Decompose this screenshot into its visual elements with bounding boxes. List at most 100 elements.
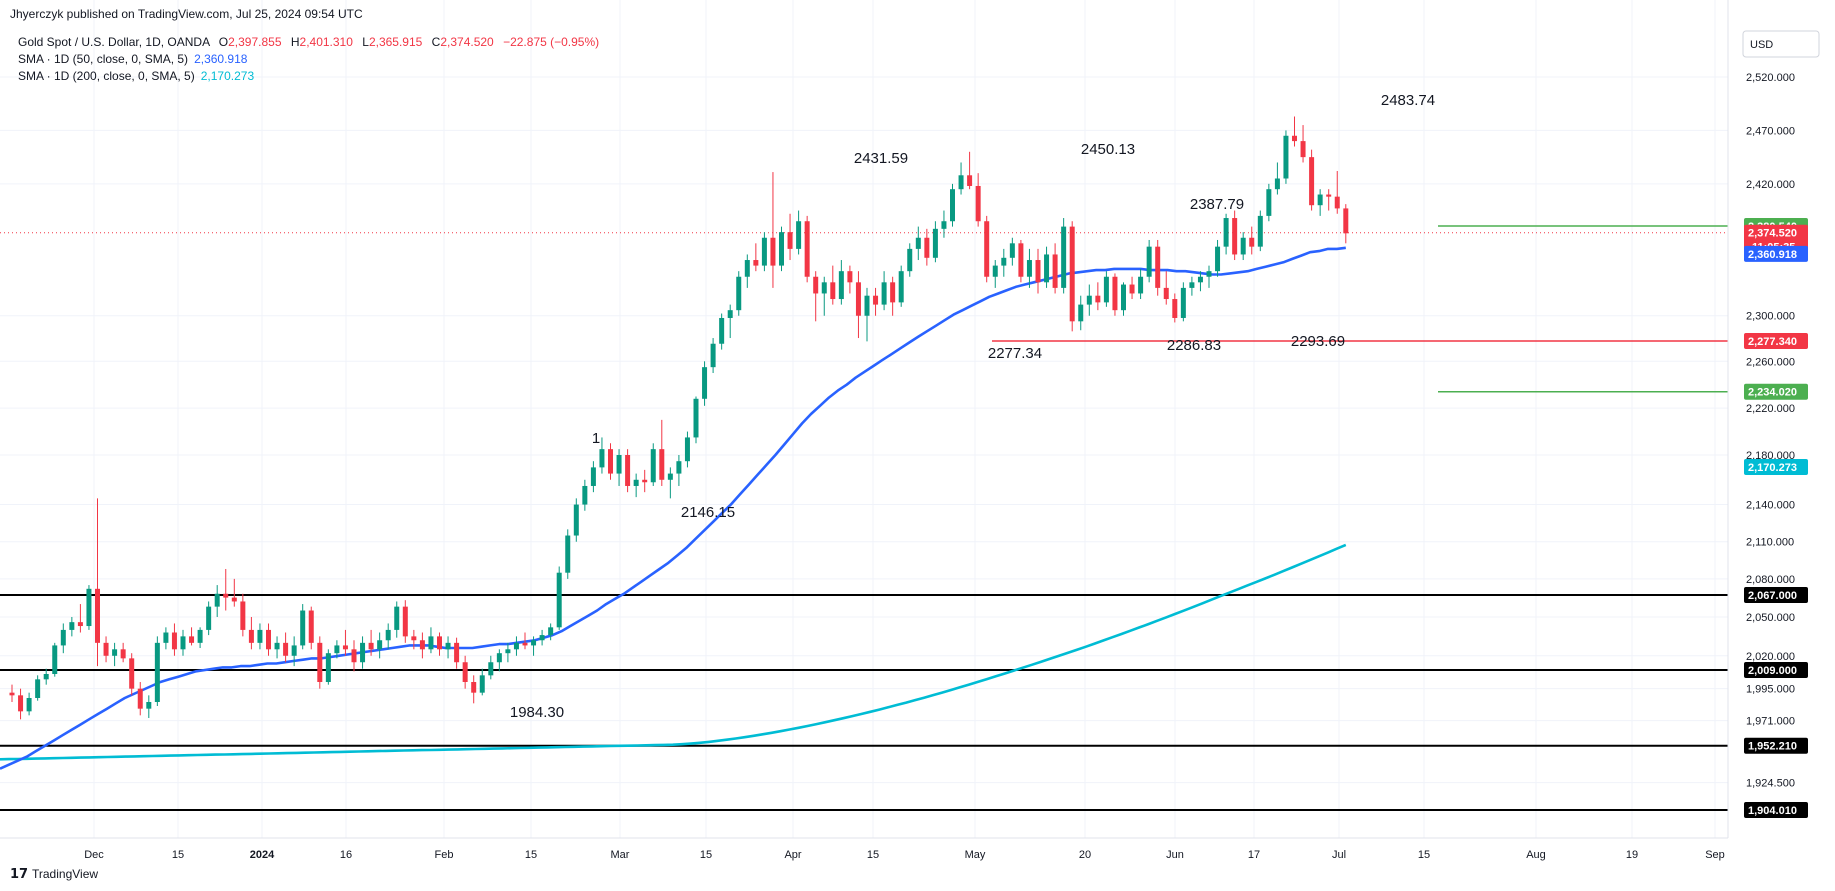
candle <box>898 265 904 307</box>
tradingview-logo[interactable]: 17 TradingView <box>10 867 98 882</box>
candle-body <box>257 629 263 643</box>
candle-body <box>163 632 169 643</box>
currency-selector[interactable]: USD <box>1742 30 1820 58</box>
candle <box>992 260 998 288</box>
candle-body <box>830 282 836 300</box>
time-axis[interactable]: Dec 15 2024 16 Feb 15 Mar 15 Apr 15 May 20 Jun 17 Jul 1… <box>84 849 1725 861</box>
time-tick-label: 15 <box>700 849 712 861</box>
candle-body <box>1232 218 1238 255</box>
candle-body <box>240 601 246 630</box>
candle-body <box>1215 246 1221 272</box>
candle-body <box>1292 135 1297 142</box>
candle-body <box>1103 276 1109 303</box>
candle <box>967 151 973 190</box>
candle <box>445 636 451 659</box>
candle <box>599 437 605 474</box>
candle-body <box>300 610 306 646</box>
sma50-legend[interactable]: SMA · 1D (50, close, 0, SMA, 5) 2,360.918 <box>18 52 248 66</box>
price-tag-label: 2,170.273 <box>1748 462 1797 474</box>
candle-body <box>317 642 323 683</box>
candle <box>873 287 879 316</box>
candle <box>1197 271 1203 292</box>
level-tag-bg <box>1744 383 1808 400</box>
candle <box>1155 239 1161 296</box>
candle-body <box>360 642 366 663</box>
candle-body <box>26 698 32 712</box>
candle <box>702 361 708 406</box>
candle <box>1121 282 1126 316</box>
candle-body <box>248 629 254 643</box>
candle-body <box>548 627 554 636</box>
candle-body <box>86 588 92 627</box>
candle-body <box>488 662 494 676</box>
candle <box>1086 284 1092 316</box>
level-tag-bg <box>1744 333 1808 349</box>
candle <box>300 604 306 650</box>
candle <box>1206 265 1212 288</box>
candle-body <box>1266 189 1272 216</box>
candle <box>274 636 280 659</box>
candle <box>539 629 545 646</box>
candle-body <box>958 175 964 190</box>
candle-body <box>513 642 519 650</box>
candle <box>565 529 571 579</box>
candle-body <box>171 632 177 650</box>
candle-body <box>1197 276 1203 283</box>
candle <box>163 627 169 650</box>
price-tick-label: 2,520.000 <box>1746 72 1795 84</box>
candle <box>821 276 827 316</box>
candle <box>522 632 528 650</box>
candle <box>1146 239 1152 283</box>
candlesticks <box>9 116 1349 720</box>
candle <box>248 616 254 650</box>
candle-body <box>684 437 690 462</box>
sma50-path <box>0 246 1346 770</box>
candle <box>214 585 220 617</box>
price-annotation: 2293.69 <box>1291 333 1345 350</box>
candle <box>95 498 100 667</box>
candle <box>60 623 66 654</box>
price-annotation: 2277.34 <box>988 345 1042 362</box>
price-axis[interactable]: 2,520.000 2,470.000 2,420.000 2,300.000 2,26… <box>1746 72 1795 790</box>
candle-body <box>1180 287 1186 318</box>
candle <box>753 243 759 272</box>
candle-body <box>1155 246 1161 288</box>
candle <box>531 636 537 656</box>
candle <box>411 629 417 650</box>
candle-body <box>1121 284 1126 311</box>
candle <box>419 632 425 659</box>
candle-body <box>445 642 451 650</box>
candle-body <box>804 221 810 277</box>
candle-body <box>377 640 383 650</box>
candle <box>676 455 682 486</box>
candle <box>1172 293 1178 323</box>
candle-body <box>556 572 562 628</box>
price-annotation: 2450.13 <box>1081 141 1135 158</box>
candle <box>1215 239 1221 277</box>
candle <box>1138 268 1144 300</box>
candle <box>86 585 92 630</box>
candle-body <box>625 455 631 486</box>
symbol-name: Gold Spot / U.S. Dollar, 1D, OANDA <box>18 35 210 49</box>
candle <box>154 636 160 707</box>
candle <box>556 566 562 630</box>
sma200-legend[interactable]: SMA · 1D (200, close, 0, SMA, 5) 2,170.27… <box>18 69 254 83</box>
time-tick-label: 20 <box>1079 849 1091 861</box>
candle <box>180 629 186 656</box>
candle-body <box>308 610 314 643</box>
candle <box>804 215 810 283</box>
close-value: 2,374.520 <box>440 35 494 49</box>
candle <box>1309 149 1315 211</box>
candle-body <box>1035 260 1041 283</box>
candle <box>479 668 485 696</box>
candle <box>1266 183 1272 222</box>
candle <box>1317 189 1323 216</box>
candle-body <box>650 449 656 483</box>
candle-body <box>642 479 648 483</box>
candle <box>240 593 246 637</box>
time-tick-label: Dec <box>84 849 104 861</box>
low-value: 2,365.915 <box>369 35 423 49</box>
candle-body <box>984 221 990 277</box>
candle <box>1180 282 1186 322</box>
